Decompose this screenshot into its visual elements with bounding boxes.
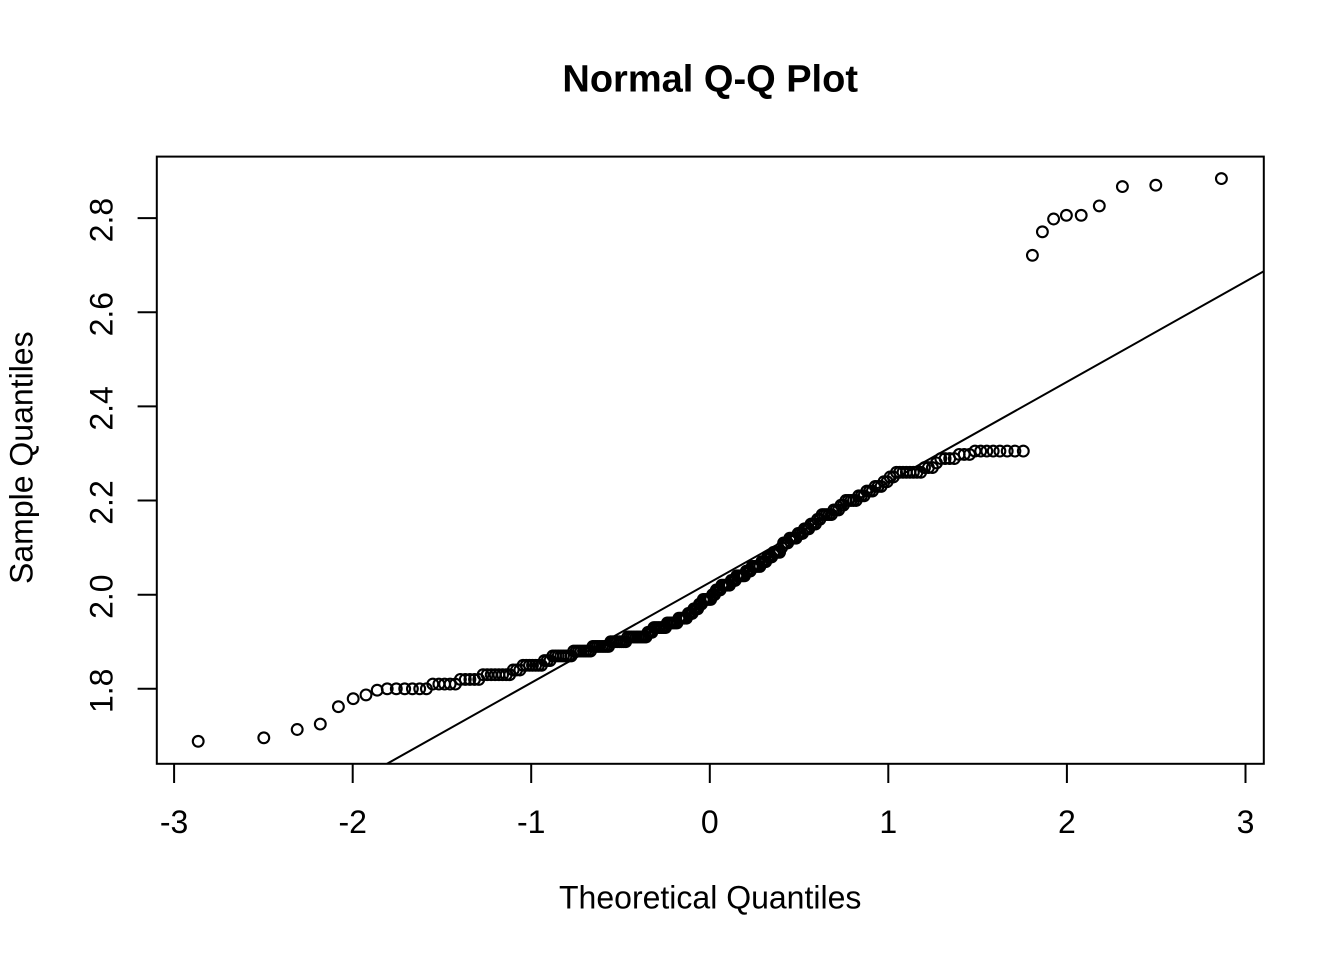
- svg-text:2.8: 2.8: [84, 198, 120, 242]
- svg-text:1.8: 1.8: [84, 669, 120, 713]
- svg-text:2.0: 2.0: [84, 574, 120, 618]
- svg-text:-3: -3: [160, 804, 188, 840]
- svg-text:2.6: 2.6: [84, 292, 120, 336]
- svg-text:2: 2: [1058, 804, 1076, 840]
- svg-text:3: 3: [1237, 804, 1255, 840]
- svg-text:Normal Q-Q Plot: Normal Q-Q Plot: [562, 59, 858, 101]
- svg-text:Theoretical Quantiles: Theoretical Quantiles: [559, 880, 861, 916]
- svg-text:2.2: 2.2: [84, 480, 120, 524]
- svg-text:-1: -1: [517, 804, 545, 840]
- svg-text:-2: -2: [338, 804, 366, 840]
- svg-text:0: 0: [701, 804, 719, 840]
- svg-text:Sample Quantiles: Sample Quantiles: [4, 331, 40, 584]
- svg-text:2.4: 2.4: [84, 386, 120, 430]
- svg-text:1: 1: [879, 804, 897, 840]
